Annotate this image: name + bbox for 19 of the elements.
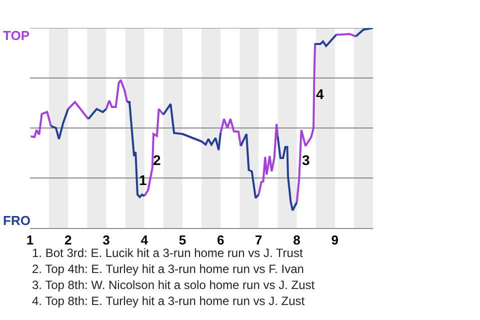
annotation: 1 — [139, 172, 147, 188]
x-tick-label: 7 — [255, 232, 262, 248]
text: 1. Bot 3rd: E. Lucik hit a 3-run home run vs J. Trust — [32, 246, 304, 260]
x-tick-label: 6 — [216, 232, 224, 248]
text: TOP — [3, 28, 30, 43]
x-tick-label: 3 — [102, 232, 110, 248]
x-tick-label: 8 — [293, 232, 300, 248]
annotation: 2 — [153, 152, 161, 168]
annotation: 4 — [316, 86, 324, 102]
text: 4. Top 8th: E. Turley hit a 3-run home run vs J. Zust — [32, 294, 306, 308]
x-tick-label: 9 — [331, 232, 339, 248]
x-tick-label: 1 — [26, 232, 34, 248]
x-tick-label: 2 — [64, 232, 72, 248]
x-tick-label: 5 — [178, 232, 186, 248]
text: 3. Top 8th: W. Nicolson hit a solo home run vs J. Zust — [32, 278, 316, 292]
text: 2. Top 4th: E. Turley hit a 3-run home run vs F. Ivan — [32, 262, 304, 276]
annotation: 3 — [302, 152, 310, 168]
x-tick-label: 4 — [140, 232, 149, 248]
annotation: FRO — [3, 213, 30, 228]
